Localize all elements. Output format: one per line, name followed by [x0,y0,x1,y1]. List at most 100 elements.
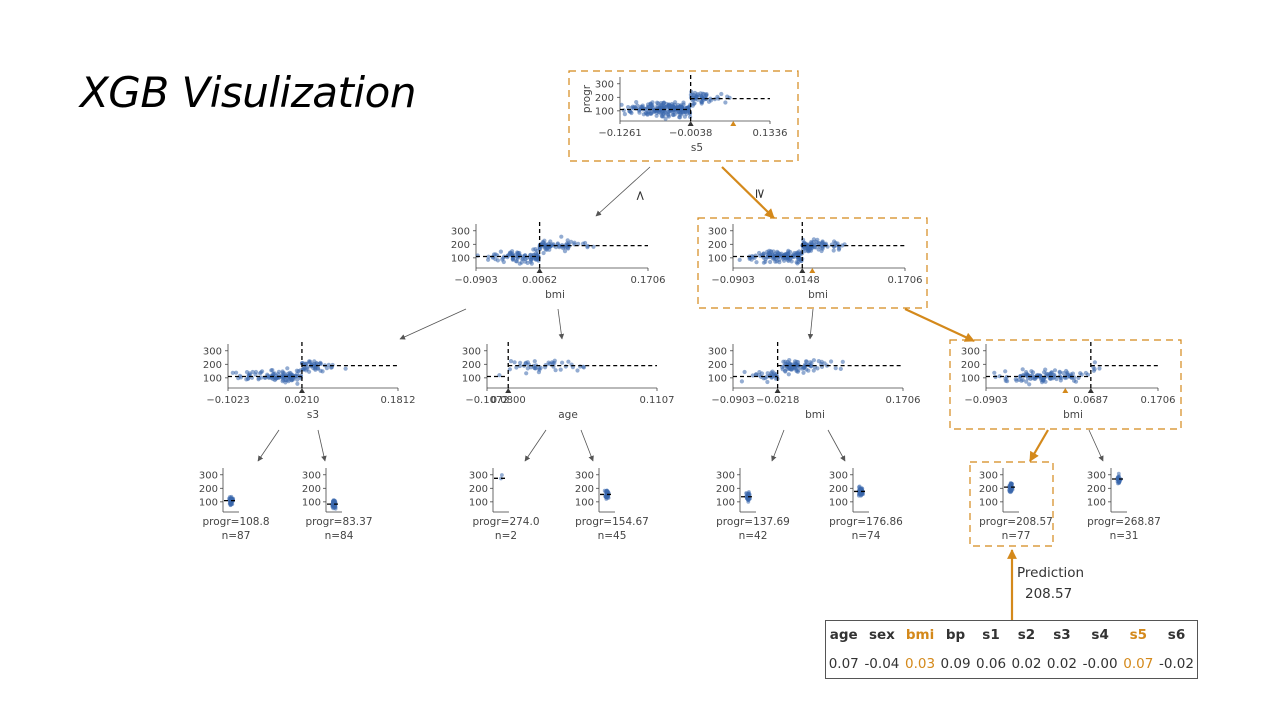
root-point [680,110,685,115]
l2-0-feature-label: s3 [307,409,319,421]
feature-value-s5: 0.07 [1123,655,1154,672]
leaf-ytick: 300 [716,470,735,481]
l2-1-xtick: 0.1107 [640,395,675,406]
l2-1-point [534,363,539,368]
root-point [676,109,681,114]
l2-2-point [819,359,824,364]
edge-l2c-right [827,429,846,462]
root-point [626,105,631,110]
edge-l2a-right [317,429,327,462]
l1-0-xtick: −0.0903 [454,275,497,286]
leaf-value: progr=83.37 [305,516,372,528]
l1-1-feature-label: bmi [808,289,828,301]
path-highlight-level1-right [697,217,928,309]
l1-1-point [809,240,814,246]
l2-2-feature-label: bmi [805,409,825,421]
feature-name-s5: s5 [1129,627,1148,644]
l2-0-xtick: −0.1023 [206,395,249,406]
leaf-ytick: 300 [199,470,218,481]
leaf-ytick: 100 [716,497,735,508]
edge-root-right [721,166,775,219]
feature-value-bmi: 0.03 [905,655,936,672]
l1-0-point [559,234,564,239]
leaf-ytick: 300 [979,470,998,481]
l1-1-point [775,250,780,255]
l1-1-point [768,252,773,257]
l2-3-point [1083,370,1088,376]
l1-0-ytick: 300 [451,226,470,237]
l2-0-point [269,368,274,373]
l1-0-point [533,251,539,256]
l1-1-point [831,248,836,253]
l2-0-point [230,370,235,375]
l2-0-point [295,377,300,382]
root-point [686,105,691,110]
leaf-ytick: 200 [469,484,488,495]
l2-0-point [305,364,310,370]
l1-0-point [514,259,519,264]
l2-2-point [739,379,745,384]
l1-1-point [795,251,800,256]
l2-0-point [303,361,308,366]
leaf-point [1010,487,1015,492]
slide-title: XGB Visulization [80,68,416,117]
feature-name-s4: s4 [1091,627,1109,644]
root-point [663,110,668,115]
l2-0-point [250,369,255,375]
leaf-count: n=87 [222,530,251,542]
root-point [663,116,668,121]
l1-1-point [785,251,791,256]
root-point [627,109,632,114]
leaf-point [746,500,751,504]
l1-1-point [789,259,794,264]
l2-3-point [1052,368,1058,373]
l2-2-ytick: 200 [708,360,727,371]
l1-1-point [815,237,820,242]
root-xtick: 0.1336 [753,128,788,139]
l2-3-xtick: 0.1706 [1141,395,1176,406]
l2-1-point [525,366,530,371]
l2-2-point [750,373,755,378]
l2-3-point [1014,378,1019,383]
root-point [677,112,682,117]
l1-0-point [507,250,513,255]
l1-0-ytick: 100 [451,253,470,264]
l1-1-point [761,260,767,265]
l2-0-point [286,377,291,382]
leaf-ytick: 300 [829,470,848,481]
l2-2-point [781,359,786,364]
leaf-ytick: 300 [302,470,321,481]
feature-values-row: 0.07 -0.04 0.03 0.09 0.06 0.02 0.02 -0.00 0.07 -0… [826,650,1197,679]
l2-3-point [1097,366,1102,371]
leaf-node-7: 300 200 100 progr=208.57 n=77 [979,468,1053,542]
l2-3-point [1027,382,1032,387]
l2-1-point [536,370,542,375]
root-point [649,102,654,107]
l1-0-point [501,259,506,265]
l2-3-point [1067,374,1072,379]
l1-1-point [820,239,825,244]
leaf-ytick: 200 [199,484,218,495]
l2-0-point [257,371,263,376]
feature-name-s2: s2 [1017,627,1036,644]
l2-3-point [1043,367,1048,372]
l2-3-point [1050,376,1055,381]
l1-1-point [768,259,773,265]
l2-2-point [794,368,799,374]
feature-name-s6: s6 [1167,627,1186,644]
l2-3-point [1043,379,1048,384]
l1-0-point [536,255,541,260]
root-point [675,105,680,110]
leaf-ytick: 100 [199,497,218,508]
l2-3-point [1065,370,1070,375]
edge-l1a-right [557,308,565,340]
l2-1-point [508,359,514,364]
l2-0-point [313,367,318,372]
l1-1-point [767,248,772,253]
l2-3-point [1028,376,1033,381]
root-point [723,100,728,105]
l2-3-point [1020,367,1025,372]
l2-2-point [742,369,747,375]
l2-2-point [765,371,770,376]
